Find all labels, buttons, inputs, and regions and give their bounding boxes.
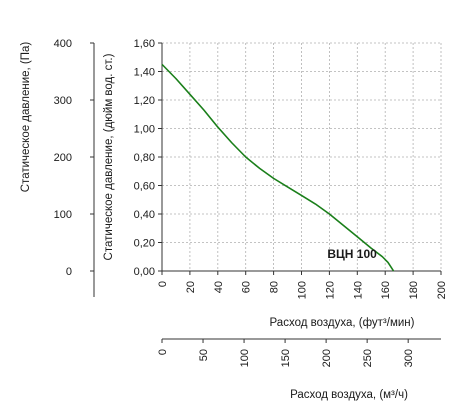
grid — [161, 42, 442, 272]
x-tick-label: 160 — [380, 281, 392, 299]
y-tick-label: 1,40 — [134, 67, 155, 79]
x-tick-label: 120 — [324, 281, 336, 299]
y-tick-label: 1,60 — [134, 38, 155, 50]
y2-tick-label: 200 — [54, 152, 72, 164]
y-tick-label: 0,00 — [134, 266, 155, 278]
x-tick-label: 80 — [269, 281, 281, 293]
x2-axis-title: Расход воздуха, (м³/ч) — [290, 389, 408, 401]
x2-tick-label: 200 — [321, 349, 333, 367]
x-axis-title: Расход воздуха, (фут³/мин) — [270, 317, 415, 329]
series-label: ВЦН 100 — [327, 247, 377, 261]
x-tick-label: 200 — [436, 281, 448, 299]
x2-tick-label: 150 — [280, 349, 292, 367]
x-tick-label: 40 — [213, 281, 225, 293]
x-tick-label: 180 — [408, 281, 420, 299]
y-tick-label: 0,80 — [134, 152, 155, 164]
y2-tick-label: 100 — [54, 209, 72, 221]
x2-tick-label: 300 — [403, 349, 415, 367]
y2-tick-label: 0 — [66, 266, 72, 278]
axes — [90, 42, 442, 343]
x2-tick-label: 0 — [157, 349, 169, 355]
y-tick-label: 0,60 — [134, 181, 155, 193]
x-tick-label: 100 — [297, 281, 309, 299]
x-tick-label: 60 — [241, 281, 253, 293]
series-layer — [161, 63, 395, 272]
y2-tick-label: 300 — [54, 95, 72, 107]
y-tick-label: 0,40 — [134, 209, 155, 221]
y-tick-label: 0,20 — [134, 238, 155, 250]
y2-tick-label: 400 — [54, 38, 72, 50]
y-tick-label: 1,00 — [134, 124, 155, 136]
x-tick-label: 0 — [157, 281, 169, 287]
labels: 0,00 0,20 0,40 0,60 0,80 1,00 1,20 1,40 1,60 0 20 4… — [20, 38, 448, 401]
x2-tick-label: 250 — [362, 349, 374, 367]
x-tick-label: 140 — [352, 281, 364, 299]
x-tick-label: 20 — [185, 281, 197, 293]
series-line — [161, 63, 395, 272]
x2-tick-label: 100 — [239, 349, 251, 367]
y-tick-label: 1,20 — [134, 95, 155, 107]
y-axis-title: Статическое давление, (дюйм вод. ст.) — [103, 53, 115, 260]
x2-tick-label: 50 — [198, 349, 210, 361]
y2-axis-title: Статическое давление, (Па) — [20, 42, 32, 193]
